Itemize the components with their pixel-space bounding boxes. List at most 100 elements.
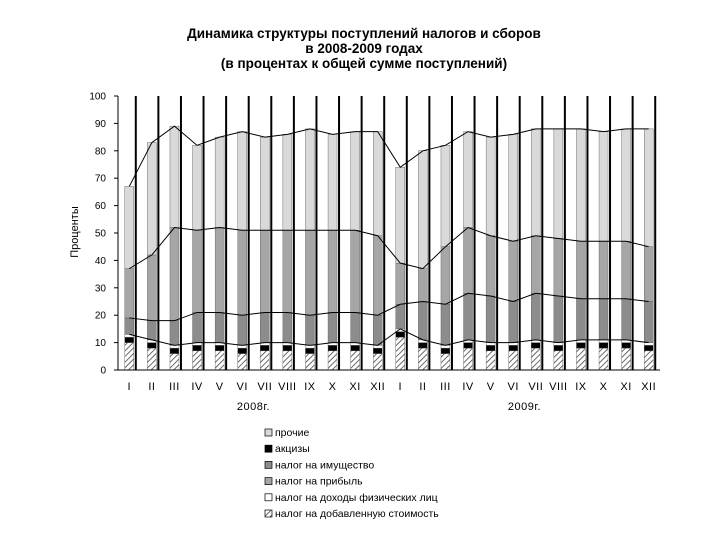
bar-segment — [598, 347, 609, 371]
x-tick-label: IX — [304, 381, 316, 393]
series-line — [128, 125, 649, 187]
bar-segment — [124, 186, 134, 269]
x-tick-label: III — [440, 381, 451, 393]
bar-segment — [214, 227, 225, 313]
bar-segment — [553, 345, 564, 352]
bar-segment — [485, 345, 496, 352]
bar-segment — [169, 347, 180, 354]
bar-segment — [621, 298, 631, 341]
bar-segment — [463, 342, 473, 349]
legend-swatch — [264, 444, 273, 453]
x-tick-label: IX — [575, 381, 587, 393]
bar-segment — [418, 268, 428, 302]
bar-segment — [305, 128, 315, 231]
bar-segment — [237, 315, 247, 346]
bar-segment — [305, 353, 315, 371]
bar-segment — [621, 347, 631, 371]
bar-segment — [305, 347, 315, 354]
bar-segment — [531, 347, 541, 371]
bar-segment — [327, 350, 338, 371]
legend-entry-label: налог на добавленную стоимость — [275, 508, 439, 520]
bar-segment — [282, 350, 293, 371]
x-tick-label: VI — [237, 381, 248, 393]
legend-swatch — [264, 509, 273, 518]
bar-segment — [531, 293, 541, 341]
bar-segment — [395, 262, 405, 305]
bar-segment — [395, 331, 405, 338]
bar-segment — [508, 301, 518, 343]
bar-segment — [169, 227, 180, 321]
bar-segment — [418, 301, 428, 341]
bar-segment — [147, 254, 157, 321]
bar-segment — [621, 128, 631, 242]
bar-segment — [237, 230, 247, 316]
y-tick-label: 40 — [95, 256, 107, 267]
x-tick-label: VIII — [278, 381, 297, 393]
bar-segment — [192, 145, 202, 231]
bar-segment — [147, 342, 157, 349]
legend-entry-label: прочие — [275, 427, 309, 439]
x-tick-label: V — [487, 381, 495, 393]
x-tick-label: VIII — [549, 381, 568, 393]
x-tick-label: II — [148, 381, 155, 393]
legend-swatch — [264, 477, 273, 485]
bar-segment — [440, 246, 451, 305]
bar-segment — [305, 315, 315, 346]
y-tick-label: 30 — [95, 283, 107, 294]
x-tick-label: I — [399, 381, 403, 393]
bar-segment — [147, 347, 157, 371]
bar-segment — [282, 345, 293, 352]
legend-entry-label: налог на имущество — [275, 459, 374, 471]
bar-segment — [260, 345, 270, 352]
bar-segment — [576, 128, 586, 242]
year-group-label: 2008г. — [237, 401, 270, 413]
y-axis-label: Проценты — [69, 206, 81, 258]
bar-segment — [214, 350, 225, 371]
legend-entry-label: налог на доходы физических лиц — [275, 492, 438, 504]
series-line — [129, 328, 649, 346]
chart-title-line-1: Динамика структуры поступлений налогов и… — [187, 26, 541, 41]
bar-segment — [418, 347, 428, 371]
bar-segment — [440, 353, 451, 371]
bar-segment — [214, 312, 225, 343]
bar-segment — [485, 350, 496, 371]
legend-swatch — [264, 461, 273, 469]
bar-segment — [350, 230, 360, 313]
bar-segment — [508, 241, 518, 302]
bar-segment — [463, 227, 473, 294]
bar-segment — [124, 268, 134, 319]
bar-segment — [644, 345, 654, 352]
y-tick-label: 50 — [95, 229, 107, 240]
y-tick-label: 100 — [89, 92, 106, 103]
bar-segment — [373, 315, 383, 346]
bar-segment — [192, 350, 202, 371]
series-line — [129, 226, 649, 270]
bar-segment — [508, 350, 518, 371]
bar-segment — [260, 230, 270, 313]
bar-segment — [553, 295, 564, 343]
bar-segment — [508, 345, 518, 352]
bar-segment — [553, 350, 564, 371]
bar-segment — [169, 320, 180, 346]
x-tick-label: XII — [370, 381, 385, 393]
bar-segment — [395, 167, 405, 264]
x-tick-label: X — [600, 381, 608, 393]
year-group-label: 2009г. — [508, 401, 541, 413]
bar-segment — [440, 347, 451, 354]
x-tick-label: II — [419, 381, 426, 393]
bar-segment — [598, 241, 609, 299]
y-tick-label: 0 — [100, 366, 106, 377]
bar-segment — [644, 246, 654, 302]
bar-segment — [621, 241, 631, 299]
legend: прочие акцизы налог на имущество налог на п… — [264, 427, 439, 520]
bar-segment — [350, 350, 360, 371]
bar-segment — [124, 317, 134, 335]
bar-segment — [553, 238, 564, 297]
bar-segment — [350, 131, 360, 231]
bar-segment — [508, 134, 518, 242]
chart-title-line-3: (в процентах к общей сумме поступлений) — [221, 56, 507, 71]
bar-segment — [644, 350, 654, 371]
x-tick-label: XI — [620, 381, 631, 393]
